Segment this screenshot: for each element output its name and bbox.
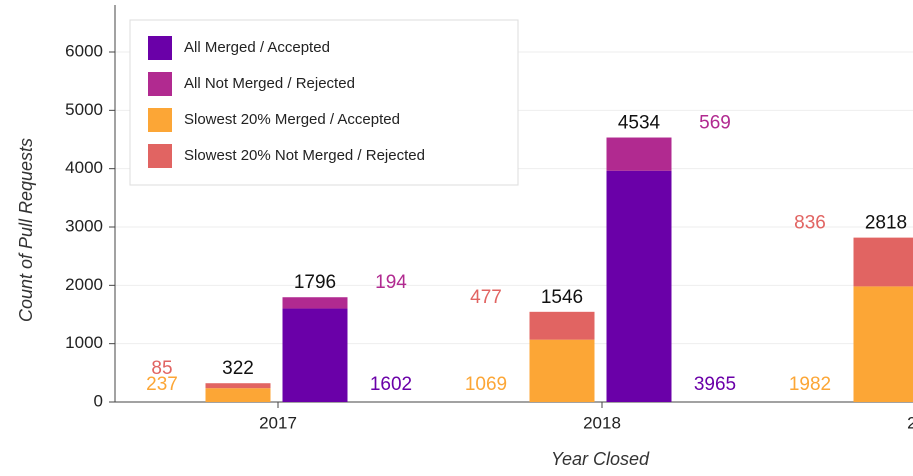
legend: All Merged / Accepted All Not Merged / Re… (129, 19, 519, 186)
bar-segment (853, 286, 913, 402)
legend-label: Slowest 20% Not Merged / Rejected (184, 147, 425, 164)
total-label: 322 (222, 358, 254, 379)
value-label: 1602 (370, 374, 412, 395)
y-tick-label: 5000 (65, 100, 103, 119)
legend-label: All Merged / Accepted (184, 39, 330, 56)
legend-swatch (148, 72, 172, 96)
x-tick-label: 2019 (907, 413, 913, 432)
bar-segment (529, 339, 595, 402)
bar-segment (853, 237, 913, 287)
bar-segment (529, 311, 595, 340)
legend-swatch (148, 144, 172, 168)
value-label: 85 (151, 358, 172, 379)
legend-label: All Not Merged / Rejected (184, 75, 355, 92)
value-label: 1069 (465, 374, 507, 395)
value-label: 477 (470, 287, 502, 308)
legend-label: Slowest 20% Merged / Accepted (184, 111, 400, 128)
y-axis-title: Count of Pull Requests (16, 138, 36, 322)
value-label: 237 (146, 374, 178, 395)
y-tick-label: 3000 (65, 216, 103, 235)
bar-segment (205, 388, 271, 402)
y-tick-label: 6000 (65, 41, 103, 60)
value-label: 836 (794, 213, 826, 234)
value-label: 3965 (694, 374, 736, 395)
total-label: 1796 (294, 272, 336, 293)
y-tick-label: 2000 (65, 275, 103, 294)
legend-box (129, 19, 519, 186)
bar-segment (606, 137, 672, 171)
y-tick-label: 1000 (65, 333, 103, 352)
x-axis-title: Year Closed (551, 449, 650, 469)
value-label: 194 (375, 272, 407, 293)
total-label: 4534 (618, 113, 661, 134)
x-tick-label: 2018 (583, 413, 621, 432)
bar-segment (282, 308, 348, 402)
value-label: 569 (699, 113, 731, 134)
y-tick-label: 4000 (65, 158, 103, 177)
total-label: 2818 (865, 213, 907, 234)
y-tick-label: 0 (94, 391, 103, 410)
x-tick-label: 2017 (259, 413, 297, 432)
bar-segment (205, 383, 271, 389)
legend-swatch (148, 36, 172, 60)
total-label: 1546 (541, 287, 583, 308)
bar-segment (282, 297, 348, 309)
value-label: 1982 (789, 374, 831, 395)
bar-segment (606, 170, 672, 402)
legend-swatch (148, 108, 172, 132)
